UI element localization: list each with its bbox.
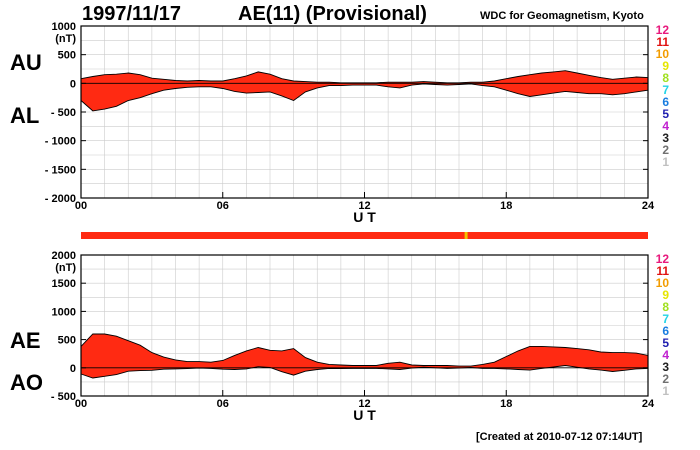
series-line-ae [80, 333, 649, 367]
station-legend-item: 4 [662, 348, 669, 362]
band-fill [81, 70, 648, 111]
data-source: WDC for Geomagnetism, Kyoto [480, 10, 644, 22]
station-legend-item: 8 [662, 71, 669, 85]
station-legend-item: 5 [662, 107, 669, 121]
station-legend-item: 10 [656, 276, 670, 290]
station-legend-item: 11 [656, 264, 669, 278]
station-legend-item: 1 [662, 155, 669, 169]
series-label-au: AU [10, 50, 42, 75]
y-tick-label: - 1500 [45, 164, 76, 176]
station-legend-item: 9 [662, 288, 669, 302]
x-tick-label: 24 [642, 200, 655, 212]
station-legend-item: 3 [662, 131, 669, 145]
station-legend-item: 7 [662, 83, 669, 97]
station-legend-item: 5 [662, 336, 669, 350]
station-legend-item: 10 [656, 47, 670, 61]
series-line-al [80, 83, 649, 112]
series-label-ae: AE [10, 328, 41, 353]
station-legend-item: 1 [662, 384, 669, 398]
station-legend-item: 7 [662, 312, 669, 326]
x-tick-label: 18 [500, 200, 512, 212]
station-legend-item: 6 [662, 95, 669, 109]
x-tick-label: 18 [500, 398, 512, 410]
y-tick-label: 2000 [52, 250, 76, 262]
station-count-bar [81, 232, 648, 239]
station-legend-item: 9 [662, 59, 669, 73]
chart-date: 1997/11/17 [82, 3, 181, 25]
y-tick-label: 1000 [52, 21, 76, 33]
panel-au-al: 1000 500 0 - 500 - 1000 - 1500 - 2000 (nT) 00 06 1… [10, 21, 669, 225]
station-legend-item: 12 [656, 252, 670, 266]
station-legend-item: 8 [662, 300, 669, 314]
x-tick-label: 12 [358, 398, 370, 410]
x-axis-label: U T [353, 407, 376, 423]
series-label-ao: AO [10, 370, 43, 395]
station-legend-item: 4 [662, 119, 669, 133]
x-tick-label: 12 [358, 200, 370, 212]
station-legend-item: 3 [662, 360, 669, 374]
y-tick-label: 1500 [52, 278, 76, 290]
x-tick-label: 00 [75, 200, 87, 212]
x-tick-label: 24 [642, 398, 655, 410]
station-legend-item: 2 [662, 143, 669, 157]
station-legend-item: 6 [662, 324, 669, 338]
series-label-al: AL [10, 103, 39, 128]
x-tick-label: 00 [75, 398, 87, 410]
band-fill [81, 334, 648, 378]
station-legend-item: 2 [662, 372, 669, 386]
y-tick-label: 500 [58, 50, 76, 62]
series-line-ao [80, 365, 649, 379]
y-tick-label: - 500 [51, 107, 76, 119]
x-axis-label: U T [353, 209, 376, 225]
y-tick-label: - 1000 [45, 136, 76, 148]
created-timestamp: [Created at 2010-07-12 07:14UT] [476, 431, 643, 443]
station-legend-item: 11 [656, 35, 669, 49]
station-legend-item: 12 [656, 23, 670, 37]
series-line-au [80, 70, 649, 84]
y-tick-label: - 2000 [45, 193, 76, 205]
station-count-marker [464, 232, 468, 239]
chart-title: AE(11) (Provisional) [238, 3, 427, 25]
y-tick-label: 1000 [52, 306, 76, 318]
y-unit-label: (nT) [55, 33, 76, 45]
x-tick-label: 06 [217, 398, 229, 410]
x-tick-label: 06 [217, 200, 229, 212]
y-tick-label: 500 [58, 335, 76, 347]
y-unit-label: (nT) [55, 262, 76, 274]
y-tick-label: 0 [70, 78, 76, 90]
y-tick-label: 0 [70, 363, 76, 375]
y-tick-label: - 500 [51, 391, 76, 403]
